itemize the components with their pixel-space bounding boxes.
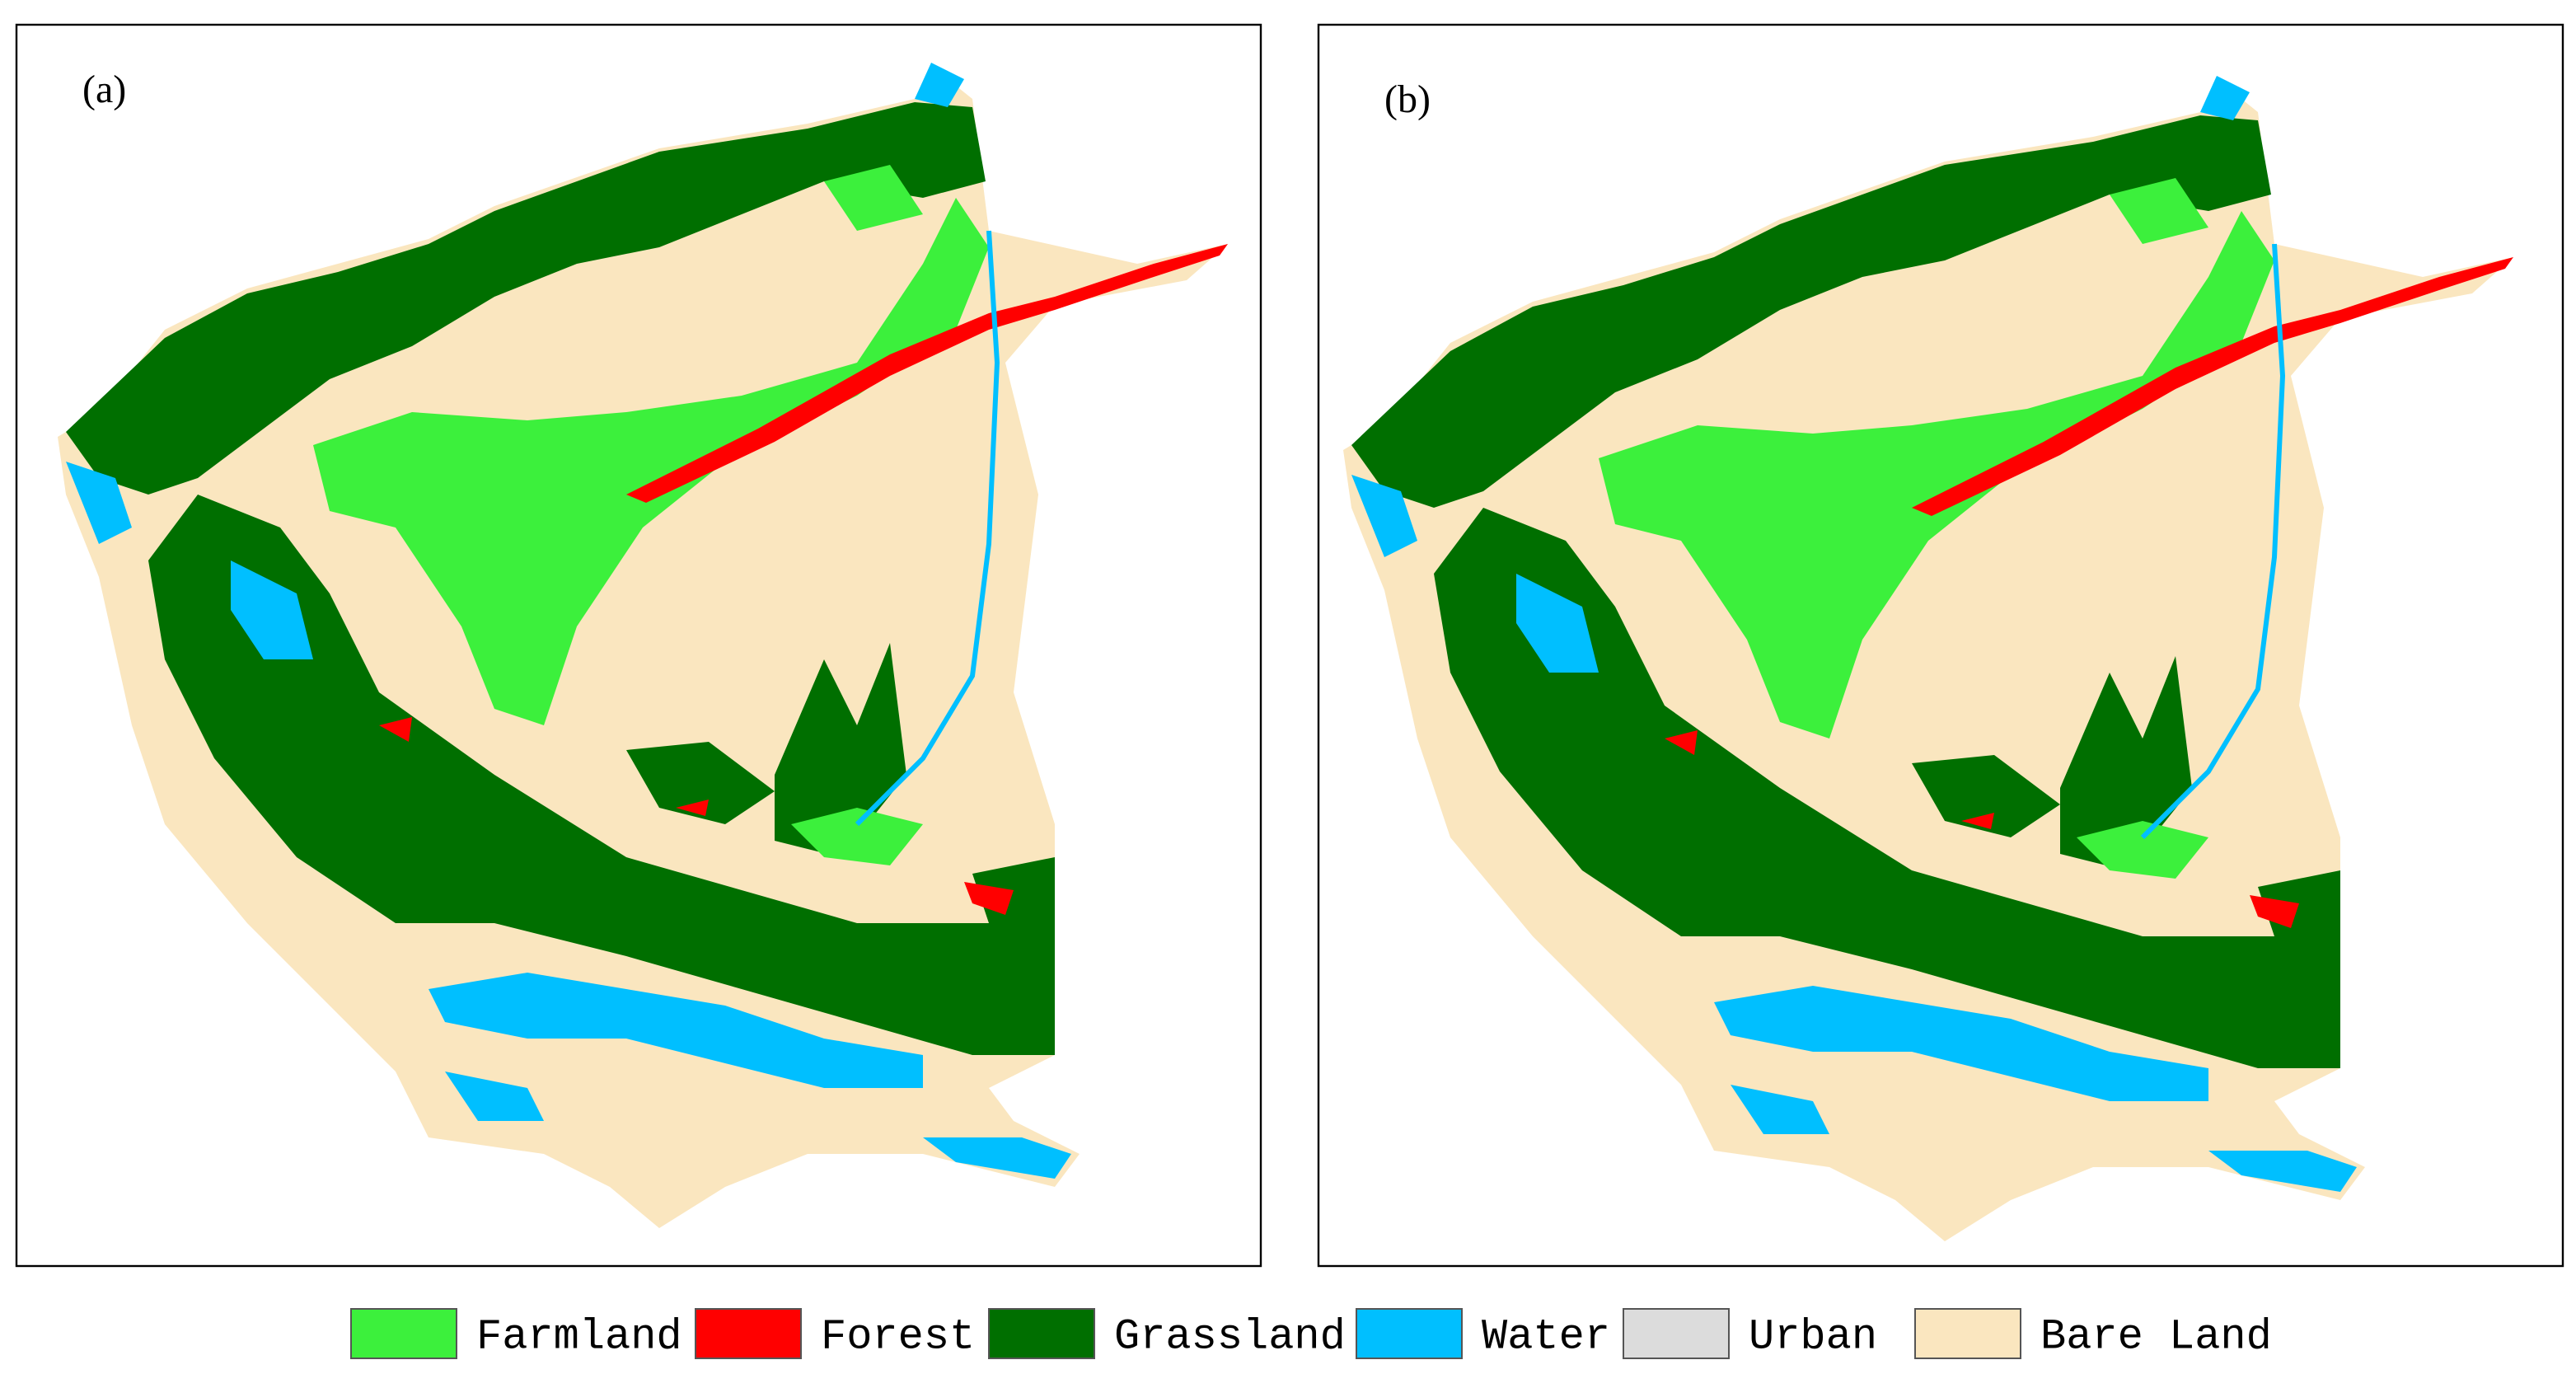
panel: (b) bbox=[1317, 23, 2564, 1268]
legend-label: Forest bbox=[821, 1313, 975, 1362]
legend-label: Water bbox=[1482, 1313, 1610, 1362]
legend-label: Grassland bbox=[1114, 1313, 1346, 1362]
legend-swatch bbox=[1356, 1308, 1463, 1359]
panels: (a) (b) Farmland Forest Grassland Water Urba… bbox=[15, 23, 2564, 1362]
legend-label: Farmland bbox=[476, 1313, 682, 1362]
panel: (a) bbox=[15, 23, 1262, 1268]
legend-label: Bare Land bbox=[2040, 1313, 2272, 1362]
panel-label: (a) bbox=[82, 68, 126, 111]
panel-label: (b) bbox=[1384, 77, 1431, 121]
legend-swatch bbox=[1623, 1308, 1730, 1359]
legend-swatch bbox=[988, 1308, 1095, 1359]
legend-label: Urban bbox=[1749, 1313, 1877, 1362]
legend: Farmland Forest Grassland Water Urban Bare La… bbox=[350, 1308, 2272, 1362]
legend-swatch bbox=[350, 1308, 457, 1359]
legend-swatch bbox=[1914, 1308, 2021, 1359]
legend-swatch bbox=[695, 1308, 802, 1359]
